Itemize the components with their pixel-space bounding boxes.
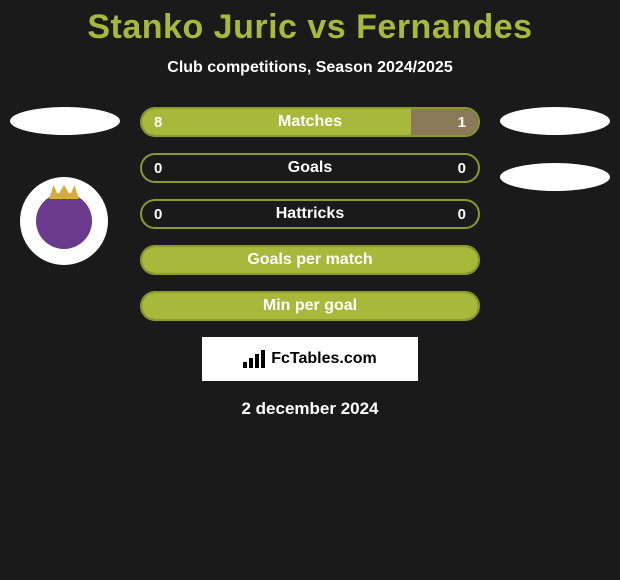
crown-icon — [49, 185, 79, 199]
stat-bars: 81Matches 00Goals 00Hattricks Goals per mat… — [140, 107, 480, 321]
subtitle: Club competitions, Season 2024/2025 — [0, 59, 620, 77]
right-player-column — [500, 107, 610, 215]
stat-bar: 81Matches — [140, 107, 480, 137]
stat-bar: Goals per match — [140, 245, 480, 275]
left-player-column — [10, 107, 120, 265]
stat-bar: 00Hattricks — [140, 199, 480, 229]
bar-label: Goals per match — [142, 251, 478, 269]
bar-label: Matches — [142, 113, 478, 131]
club-badge — [20, 177, 108, 265]
stat-bar: 00Goals — [140, 153, 480, 183]
page-title: Stanko Juric vs Fernandes — [0, 0, 620, 47]
date-label: 2 december 2024 — [0, 399, 620, 419]
bar-label: Min per goal — [142, 297, 478, 315]
club-badge-inner — [36, 193, 92, 249]
club2-placeholder-icon — [500, 163, 610, 191]
source-logo-text: FcTables.com — [271, 350, 377, 368]
bar-label: Hattricks — [142, 205, 478, 223]
bar-label: Goals — [142, 159, 478, 177]
bar-chart-icon — [243, 350, 265, 368]
stat-bar: Min per goal — [140, 291, 480, 321]
comparison-panel: 81Matches 00Goals 00Hattricks Goals per mat… — [0, 107, 620, 419]
source-logo: FcTables.com — [202, 337, 418, 381]
player2-placeholder-icon — [500, 107, 610, 135]
player1-placeholder-icon — [10, 107, 120, 135]
